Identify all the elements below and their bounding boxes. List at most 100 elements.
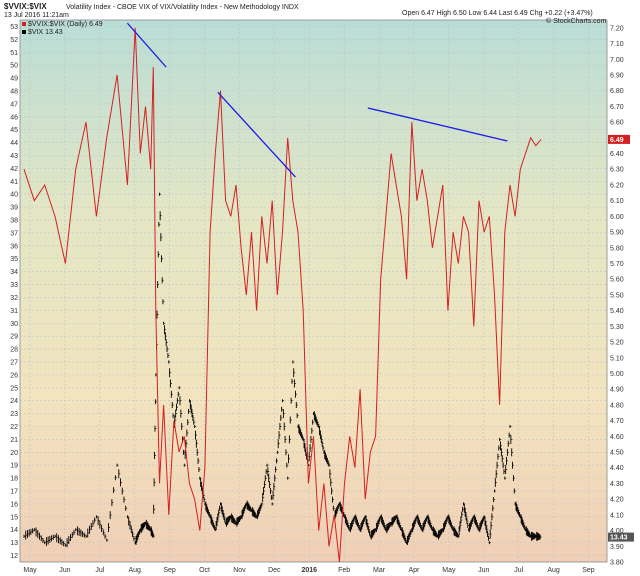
left-tick-label: 34: [10, 269, 18, 276]
right-tick-label: 4.00: [610, 528, 624, 535]
right-axis: 3.80 3.90 4.00 4.10 4.20 4.30 4.40 4.50 4.60 4.70…: [610, 25, 624, 566]
left-tick-label: 50: [10, 63, 18, 70]
grid: [20, 20, 607, 562]
right-tick-label: 4.20: [610, 497, 624, 504]
left-tick-label: 52: [10, 37, 18, 44]
right-tick-label: 5.70: [610, 261, 624, 268]
right-tick-label: 6.20: [610, 182, 624, 189]
trendlines: [126, 22, 508, 178]
x-tick-label: Aug: [128, 567, 141, 574]
right-tick-label: 6.90: [610, 72, 624, 79]
trendline: [126, 22, 167, 68]
right-tick-label: 4.40: [610, 465, 624, 472]
left-tick-label: 15: [10, 514, 18, 521]
left-tick-label: 20: [10, 450, 18, 457]
left-tick-label: 47: [10, 101, 18, 108]
left-tick-label: 28: [10, 347, 18, 354]
left-tick-label: 37: [10, 230, 18, 237]
legend-ratio: $VVIX:$VIX (Daily) 6.49: [28, 21, 103, 28]
left-tick-label: 45: [10, 127, 18, 134]
legend-vix: $VIX 13.43: [28, 29, 63, 36]
left-tick-label: 46: [10, 114, 18, 121]
x-tick-label: Aug: [547, 567, 560, 574]
x-tick-label: Mar: [373, 567, 386, 574]
vix-last-badge: [608, 532, 634, 542]
x-tick-label: Jul: [514, 567, 523, 574]
x-tick-label: Sep: [163, 567, 176, 574]
vix-ohlc-series: [23, 192, 542, 548]
left-tick-label: 33: [10, 282, 18, 289]
right-tick-label: 5.00: [610, 371, 624, 378]
right-tick-label: 4.50: [610, 450, 624, 457]
left-tick-label: 17: [10, 489, 18, 496]
right-tick-label: 6.40: [610, 151, 624, 158]
left-tick-label: 18: [10, 476, 18, 483]
right-tick-label: 5.20: [610, 340, 624, 347]
left-tick-label: 36: [10, 243, 18, 250]
x-tick-label: Jun: [478, 567, 489, 574]
right-tick-label: 7.20: [610, 25, 624, 32]
chart-subtitle: Volatility Index - CBOE VIX of VIX/Volat…: [66, 4, 299, 11]
left-tick-label: 39: [10, 205, 18, 212]
right-tick-label: 5.40: [610, 308, 624, 315]
left-tick-label: 48: [10, 88, 18, 95]
left-tick-label: 24: [10, 398, 18, 405]
left-tick-label: 29: [10, 334, 18, 341]
right-tick-label: 6.70: [610, 104, 624, 111]
right-tick-label: 7.00: [610, 57, 624, 64]
left-tick-label: 41: [10, 179, 18, 186]
left-tick-label: 12: [10, 553, 18, 560]
left-tick-label: 51: [10, 50, 18, 57]
last-value-badges: 6.49 13.43: [608, 134, 634, 542]
left-tick-label: 14: [10, 527, 18, 534]
left-tick-label: 23: [10, 411, 18, 418]
x-tick-label: May: [442, 567, 456, 574]
right-tick-label: 5.60: [610, 277, 624, 284]
left-tick-label: 43: [10, 153, 18, 160]
legend-swatch-ratio: [22, 22, 26, 26]
x-tick-label: Oct: [199, 567, 210, 574]
left-axis: 12 13 14 15 16 17 18 19 20 21 22 23 24 25 26 27 28 29 30 31…: [10, 24, 18, 560]
left-tick-label: 30: [10, 321, 18, 328]
right-tick-label: 4.90: [610, 387, 624, 394]
right-tick-label: 5.50: [610, 292, 624, 299]
left-tick-label: 27: [10, 359, 18, 366]
left-tick-label: 13: [10, 540, 18, 547]
right-tick-label: 4.10: [610, 512, 624, 519]
left-tick-label: 44: [10, 140, 18, 147]
x-tick-label: Sep: [582, 567, 595, 574]
left-tick-label: 19: [10, 463, 18, 470]
right-tick-label: 5.90: [610, 230, 624, 237]
left-tick-label: 25: [10, 385, 18, 392]
right-tick-label: 4.60: [610, 434, 624, 441]
right-tick-label: 6.10: [610, 198, 624, 205]
right-tick-label: 6.60: [610, 120, 624, 127]
right-tick-label: 6.80: [610, 88, 624, 95]
left-tick-label: 22: [10, 424, 18, 431]
chart-date: 13 Jul 2016 11:21am: [4, 12, 69, 19]
x-tick-label: Apr: [409, 567, 421, 574]
left-tick-label: 38: [10, 218, 18, 225]
right-tick-label: 7.10: [610, 41, 624, 48]
vix-last-value: 13.43: [610, 535, 628, 542]
left-tick-label: 26: [10, 372, 18, 379]
right-tick-label: 5.80: [610, 245, 624, 252]
right-tick-label: 5.30: [610, 324, 624, 331]
right-tick-label: 4.30: [610, 481, 624, 488]
vvix-vix-ratio-line: [23, 27, 542, 563]
x-tick-label: Feb: [338, 567, 350, 574]
x-tick-label: Dec: [268, 567, 281, 574]
x-tick-label: Nov: [233, 567, 246, 574]
right-tick-label: 3.80: [610, 560, 624, 567]
x-tick-label: 2016: [301, 567, 317, 574]
right-tick-label: 3.90: [610, 544, 624, 551]
right-tick-label: 6.00: [610, 214, 624, 221]
right-tick-label: 5.10: [610, 355, 624, 362]
left-tick-label: 21: [10, 437, 18, 444]
x-tick-label: May: [23, 567, 37, 574]
trendline: [367, 107, 508, 142]
left-tick-label: 40: [10, 192, 18, 199]
left-tick-label: 16: [10, 501, 18, 508]
x-axis: May Jun Jul Aug Sep Oct Nov Dec 2016 Feb Mar Apr May…: [23, 567, 594, 574]
left-tick-label: 53: [10, 24, 18, 31]
